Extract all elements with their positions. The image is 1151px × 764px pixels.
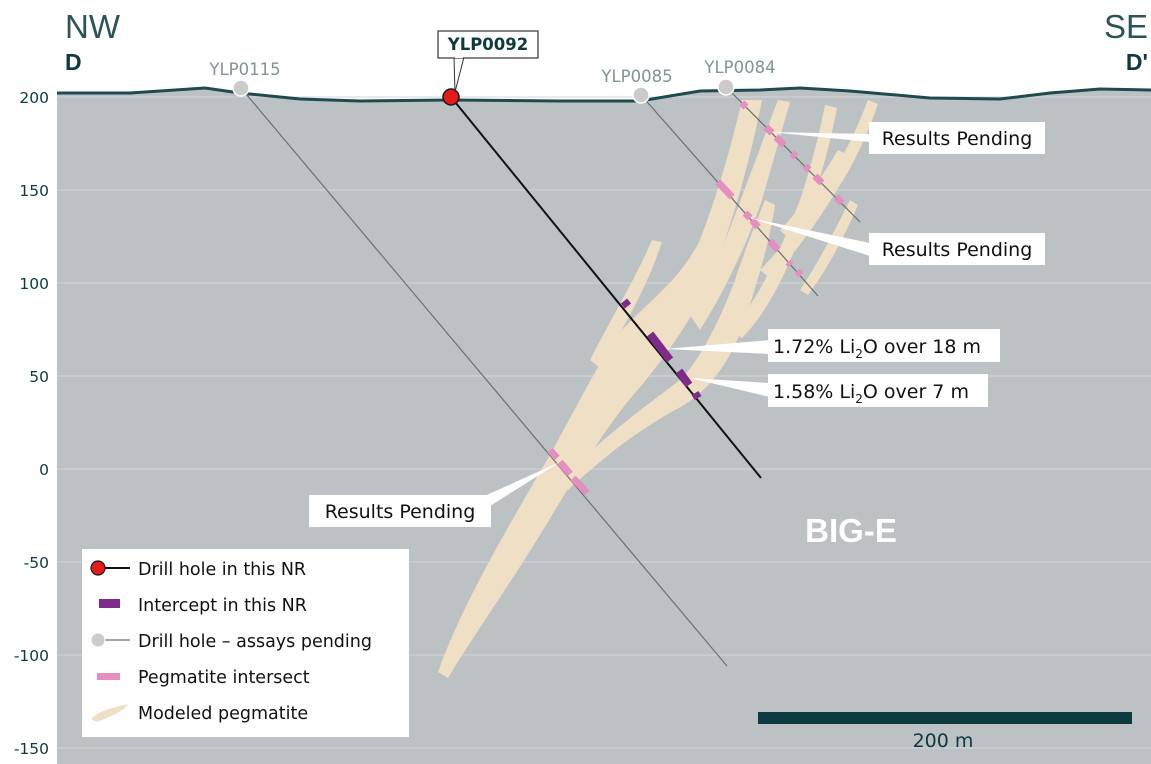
- pegmatite-intersect: [763, 124, 775, 136]
- pegmatite-intersect: [812, 173, 825, 186]
- intercept-marker: [691, 390, 702, 401]
- legend-box: [82, 549, 409, 737]
- pegmatite-intersect: [802, 163, 812, 173]
- legend-label: Intercept in this NR: [138, 596, 307, 616]
- collar-ylp0085: [632, 86, 650, 104]
- pegmatite-intersect: [570, 475, 590, 496]
- grey-collar-icon: [90, 632, 106, 648]
- callout-results-pending-2: Results Pending: [869, 233, 1045, 265]
- leader-intercept-2: [690, 378, 770, 397]
- collars: [232, 78, 735, 106]
- legend-item-intercept: Intercept in this NR: [99, 596, 307, 616]
- callout-rest: O over 18 m: [863, 336, 981, 358]
- pegmatite-intersects: [547, 100, 845, 496]
- legend-item-modeled-pegmatite: Modeled pegmatite: [91, 704, 308, 724]
- leader-results-pending-1: [770, 132, 870, 142]
- callout-grade: 1.72% Li: [773, 336, 855, 358]
- pegmatite-branch-east-4: [780, 150, 846, 238]
- y-axis-labels: 200 150 100 50 0 -50 -100 -150: [14, 89, 49, 758]
- y-tick-label: -50: [24, 554, 49, 572]
- callout-subscript: 2: [855, 392, 863, 406]
- section-letter-left: D: [65, 49, 82, 75]
- drill-trace-ylp0092: [450, 96, 762, 479]
- callout-text: Results Pending: [325, 501, 476, 523]
- callout-text: 1.72% Li2O over 18 m: [773, 336, 981, 361]
- y-tick-label: 150: [19, 182, 49, 200]
- drill-trace-ylp0115: [240, 87, 728, 667]
- pegmatite-branch-east-1: [730, 105, 837, 338]
- intercept-1-58-over-7m: [675, 368, 693, 388]
- legend-label: Drill hole in this NR: [138, 560, 306, 580]
- hole-label-ylp0085: YLP0085: [600, 67, 672, 86]
- collar-ylp0115: [232, 79, 250, 97]
- pegmatite-intersect: [742, 210, 753, 221]
- hole-label-ylp0115: YLP0115: [208, 60, 280, 79]
- callout-text: Results Pending: [882, 128, 1033, 150]
- intercepts-this-nr: [620, 298, 702, 401]
- y-tick-label: 50: [29, 368, 49, 386]
- zone-label-big-e: BIG-E: [805, 512, 897, 549]
- pegmatite-intersect: [557, 459, 573, 477]
- pegmatite-intersect: [767, 238, 781, 253]
- legend: Drill hole in this NR Intercept in this …: [82, 549, 409, 737]
- legend-item-drill-hole-pending: Drill hole – assays pending: [90, 632, 372, 652]
- leader-results-pending-2: [750, 218, 870, 256]
- pegmatite-intersect: [715, 179, 735, 200]
- intercept-marker: [620, 298, 632, 309]
- red-collar-icon: [90, 560, 106, 576]
- direction-nw: NW: [65, 8, 121, 45]
- legend-label: Modeled pegmatite: [138, 704, 308, 724]
- hole-label-frame: [437, 30, 539, 59]
- legend-item-drill-hole-this-nr: Drill hole in this NR: [90, 560, 306, 580]
- callout-results-pending-1: Results Pending: [869, 122, 1045, 154]
- y-tick-label: -100: [14, 647, 49, 665]
- y-tick-label: 0: [39, 461, 49, 479]
- callout-text: Results Pending: [882, 239, 1033, 261]
- collar-ylp0092: [442, 88, 460, 106]
- intercept-1-72-over-18m: [646, 331, 674, 363]
- pegmatite-branch-east-3: [800, 200, 858, 295]
- y-tick-label: -150: [14, 740, 49, 758]
- pegmatite-branch-mid: [690, 100, 790, 330]
- y-tick-label: 100: [19, 275, 49, 293]
- legend-item-pegmatite-intersect: Pegmatite intersect: [97, 668, 310, 688]
- direction-se: SE: [1104, 8, 1148, 45]
- pegmatite-intersect: [739, 100, 749, 110]
- hole-label-pointer: [453, 56, 465, 93]
- purple-bar-icon: [99, 599, 120, 608]
- pegmatite-intersect: [749, 217, 761, 230]
- leader-intercept-1: [665, 340, 770, 354]
- leader-results-pending-3: [480, 462, 560, 506]
- pegmatite-intersect: [547, 447, 560, 461]
- hole-label-ylp0084: YLP0084: [703, 58, 775, 77]
- callout-grade: 1.58% Li: [773, 381, 855, 403]
- legend-label: Drill hole – assays pending: [138, 632, 372, 652]
- section-letter-right: D': [1126, 49, 1148, 75]
- tan-shape-icon: [91, 704, 128, 722]
- pegmatite-branch-east-2: [760, 100, 878, 278]
- pegmatite-intersect: [794, 268, 804, 278]
- callout-intercept-2: 1.58% Li2O over 7 m: [768, 374, 988, 407]
- callout-rest: O over 7 m: [863, 381, 969, 403]
- scale-bar: 200 m: [758, 712, 1132, 752]
- pegmatite-main-body: [438, 100, 762, 678]
- y-tick-label: 200: [19, 89, 49, 107]
- scale-bar-line: [758, 712, 1132, 724]
- pegmatite-intersect: [833, 194, 845, 206]
- callout-leaders: [480, 132, 870, 506]
- pegmatite-intersect: [789, 150, 799, 160]
- pegmatite-intersect: [773, 134, 787, 148]
- callout-intercept-1: 1.72% Li2O over 18 m: [768, 329, 1000, 362]
- hole-label-ylp0092: YLP0092: [447, 35, 528, 54]
- pink-bar-icon: [97, 673, 120, 680]
- hole-label-ylp0092-box: YLP0092: [437, 30, 539, 93]
- collar-ylp0084: [717, 78, 735, 96]
- callout-results-pending-3: Results Pending: [309, 495, 491, 527]
- callout-text: 1.58% Li2O over 7 m: [773, 381, 969, 406]
- scale-bar-label: 200 m: [913, 730, 974, 752]
- callout-subscript: 2: [855, 347, 863, 361]
- pegmatite-intersect: [785, 259, 794, 268]
- legend-label: Pegmatite intersect: [138, 668, 310, 688]
